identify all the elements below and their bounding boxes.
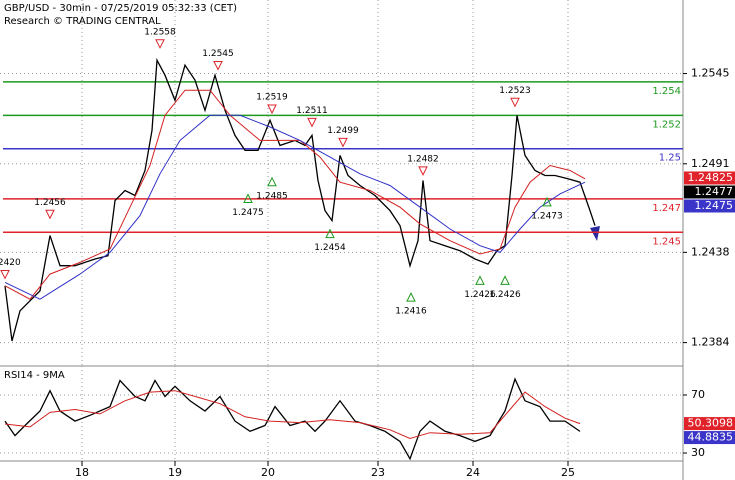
pivot-marker: [500, 275, 510, 285]
pivot-marker: [418, 166, 428, 176]
pivot-label: 1.2511: [296, 106, 328, 116]
y-tick-label: 1.2438: [691, 245, 730, 258]
level-label: 1.247: [652, 203, 681, 214]
pivot-label: 1.2416: [395, 307, 427, 317]
rsi-title: RSI14 - 9MA: [4, 370, 65, 381]
x-tick-label: 20: [261, 466, 275, 479]
x-tick-label: 24: [466, 466, 480, 479]
level-label: 1.252: [652, 119, 681, 130]
price-tag-label: 1.24825: [688, 171, 734, 184]
chart-title: GBP/USD - 30min - 07/25/2019 05:32:33 (C…: [4, 3, 237, 14]
pivot-label: 1.2482: [407, 154, 439, 164]
price-tag: [684, 199, 735, 213]
price-tag-label: 1.2475: [695, 199, 734, 212]
price-tag: [684, 417, 735, 431]
pivot-marker: [338, 137, 348, 148]
price-line: [4, 57, 596, 342]
pivot-label: 1.2473: [531, 211, 563, 221]
pivot-label: 1.2499: [327, 126, 359, 136]
forecast-arrow: [590, 226, 600, 241]
pivot-label: 1.2519: [256, 92, 288, 102]
average-line: [4, 114, 586, 300]
chart-subtitle: Research © TRADING CENTRAL: [4, 16, 161, 27]
pivot-marker: [45, 209, 55, 220]
pivot-marker: [475, 275, 485, 285]
pivot-label: 1.2420: [0, 258, 21, 268]
average-line: [4, 390, 581, 440]
pivot-marker: [213, 61, 223, 71]
y-tick-label: 70: [691, 388, 705, 401]
pivot-marker: [267, 176, 277, 187]
level-label: 1.25: [659, 153, 681, 164]
price-tag: [684, 431, 735, 445]
pivot-marker: [325, 228, 335, 239]
y-tick-label: 1.2545: [691, 67, 730, 80]
pivot-label: 1.2454: [314, 243, 346, 253]
price-tag-label: 1.2477: [695, 185, 734, 198]
pivot-label: 1.2426: [489, 290, 521, 300]
pivot-label: 1.2485: [256, 191, 288, 201]
x-tick-label: 19: [168, 466, 182, 479]
pivot-label: 1.2475: [232, 208, 264, 218]
price-tag-label: 44.8835: [688, 431, 734, 444]
level-label: 1.254: [652, 86, 681, 97]
price-tag: [684, 185, 735, 199]
pivot-label: 1.2545: [202, 49, 234, 59]
average-line: [4, 89, 586, 300]
pivot-marker: [406, 292, 416, 302]
pivot-marker: [155, 39, 165, 49]
pivot-label: 1.2426: [464, 290, 496, 300]
pivot-label: 1.2456: [34, 198, 66, 208]
pivot-marker: [267, 104, 277, 115]
y-tick-label: 30: [691, 446, 705, 459]
pivot-label: 1.2523: [499, 86, 531, 96]
pivot-marker: [0, 269, 10, 280]
pivot-marker: [542, 196, 552, 207]
pivot-label: 1.2558: [144, 27, 176, 37]
price-tag-label: 50.3098: [688, 417, 734, 430]
price-line: [4, 377, 581, 461]
x-tick-label: 25: [561, 466, 575, 479]
y-tick-label: 1.2384: [691, 336, 730, 349]
y-tick-label: 1.2491: [691, 157, 730, 170]
pivot-marker: [243, 193, 253, 204]
price-tag: [684, 171, 735, 185]
x-tick-label: 18: [75, 466, 89, 479]
x-tick-label: 23: [371, 466, 385, 479]
pivot-marker: [307, 117, 317, 128]
level-label: 1.245: [652, 236, 681, 247]
pivot-marker: [510, 97, 520, 108]
